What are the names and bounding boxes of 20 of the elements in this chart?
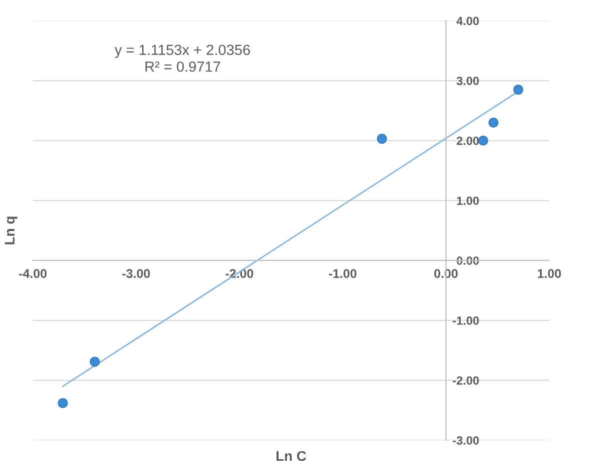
y-tick-label: -3.00 — [452, 436, 479, 445]
y-tick-label: -1.00 — [452, 316, 479, 325]
x-tick-label: -4.00 — [19, 269, 47, 278]
point — [376, 134, 387, 144]
point — [513, 84, 524, 95]
annotation: y = 1.1153x + 2.0356 R² = 0.9717 — [114, 44, 250, 72]
y-axis-title: Ln q — [4, 216, 18, 244]
y-tick-label: -2.00 — [452, 376, 479, 385]
y-tick-label: 2.00 — [456, 136, 479, 145]
point — [478, 136, 488, 146]
y-tick-label: 3.00 — [456, 76, 479, 86]
y-tick-label: 4.00 — [456, 16, 479, 26]
y-tick-label: 1.00 — [457, 196, 479, 205]
point — [488, 118, 498, 128]
point — [58, 398, 68, 408]
x-tick-label: 1.00 — [538, 269, 561, 278]
x-tick-label: -3.00 — [122, 269, 150, 278]
x-tick-label: -1.00 — [328, 269, 356, 278]
x-axis-title: Ln C — [276, 451, 306, 461]
point — [90, 356, 100, 367]
